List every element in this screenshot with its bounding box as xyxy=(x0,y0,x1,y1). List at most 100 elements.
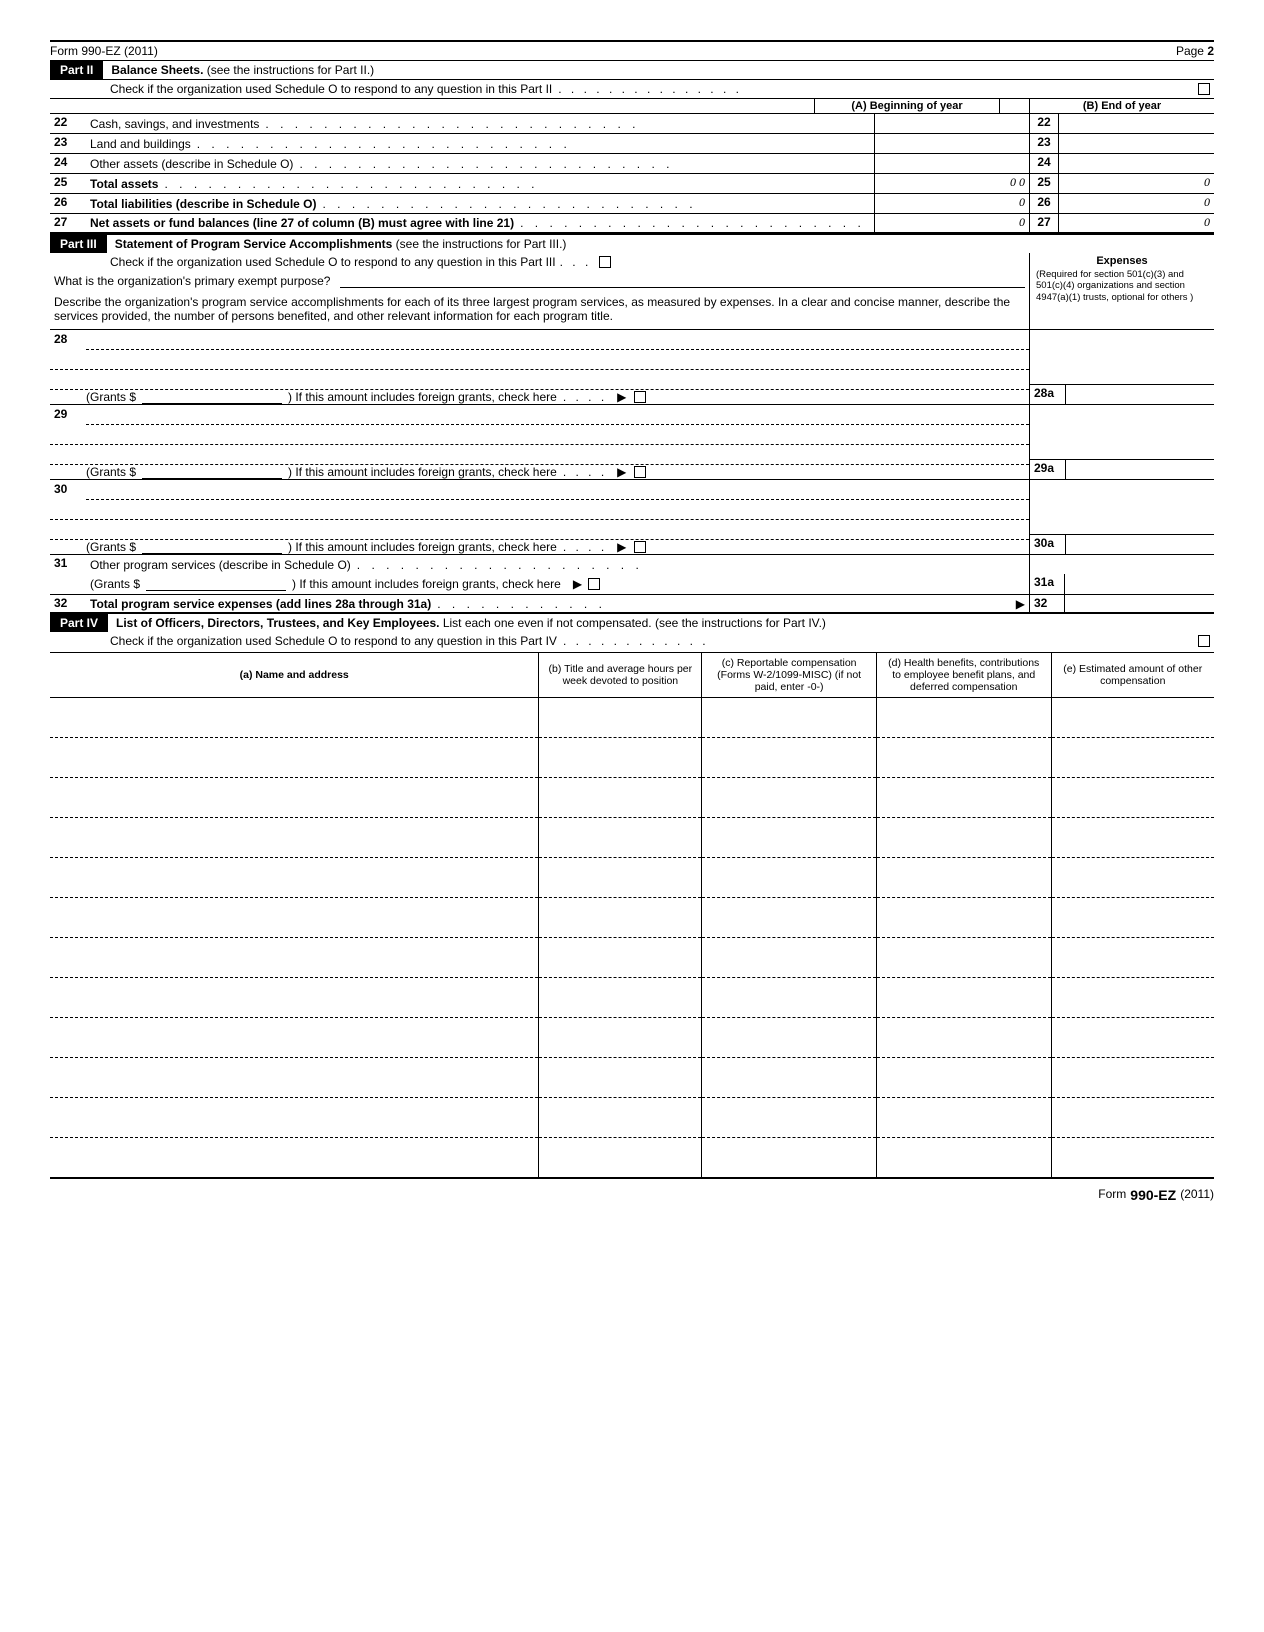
officer-title[interactable] xyxy=(539,1098,702,1138)
officer-other[interactable] xyxy=(1051,938,1214,978)
officer-comp[interactable] xyxy=(702,818,877,858)
officer-other[interactable] xyxy=(1051,1138,1214,1178)
officer-comp[interactable] xyxy=(702,1138,877,1178)
line-22-col-b[interactable] xyxy=(1059,114,1214,133)
officer-other[interactable] xyxy=(1051,818,1214,858)
line-28-desc2[interactable] xyxy=(50,350,1029,370)
officer-comp[interactable] xyxy=(702,898,877,938)
line-27-col-a[interactable]: 0 xyxy=(874,214,1029,232)
officer-name[interactable] xyxy=(50,698,539,738)
line31-foreign-checkbox[interactable] xyxy=(588,578,600,590)
col-a-header: (A) Beginning of year xyxy=(814,99,999,113)
officer-title[interactable] xyxy=(539,1138,702,1178)
officer-other[interactable] xyxy=(1051,858,1214,898)
officer-title[interactable] xyxy=(539,698,702,738)
officer-title[interactable] xyxy=(539,938,702,978)
officer-other[interactable] xyxy=(1051,1058,1214,1098)
line-29-desc2[interactable] xyxy=(50,425,1029,445)
officer-comp[interactable] xyxy=(702,1098,877,1138)
line-29-grants-input[interactable] xyxy=(142,465,282,479)
line-29-desc3[interactable] xyxy=(50,445,1029,465)
officer-title[interactable] xyxy=(539,858,702,898)
officer-comp[interactable] xyxy=(702,858,877,898)
line-29-desc1[interactable] xyxy=(86,405,1029,425)
line-28-grants-label: (Grants $ xyxy=(50,390,136,404)
line-24-col-b[interactable] xyxy=(1059,154,1214,173)
line-28-foreign-checkbox[interactable] xyxy=(634,391,646,403)
officer-other[interactable] xyxy=(1051,738,1214,778)
officer-title[interactable] xyxy=(539,978,702,1018)
line-25-col-b[interactable]: 0 xyxy=(1059,174,1214,193)
officer-benefits[interactable] xyxy=(876,1138,1051,1178)
officer-comp[interactable] xyxy=(702,738,877,778)
line-29a-val[interactable] xyxy=(1066,460,1214,479)
officer-name[interactable] xyxy=(50,898,539,938)
line31a-val[interactable] xyxy=(1065,574,1214,594)
officer-benefits[interactable] xyxy=(876,818,1051,858)
officer-name[interactable] xyxy=(50,1018,539,1058)
officer-title[interactable] xyxy=(539,818,702,858)
officer-benefits[interactable] xyxy=(876,778,1051,818)
officer-comp[interactable] xyxy=(702,1018,877,1058)
line-26-col-a[interactable]: 0 xyxy=(874,194,1029,213)
officer-benefits[interactable] xyxy=(876,1098,1051,1138)
line-30a-val[interactable] xyxy=(1066,535,1214,554)
line-23-col-b[interactable] xyxy=(1059,134,1214,153)
officer-other[interactable] xyxy=(1051,978,1214,1018)
officer-comp[interactable] xyxy=(702,778,877,818)
line-27-col-b[interactable]: 0 xyxy=(1059,214,1214,232)
officer-name[interactable] xyxy=(50,978,539,1018)
line-28-desc3[interactable] xyxy=(50,370,1029,390)
officer-title[interactable] xyxy=(539,1018,702,1058)
officer-other[interactable] xyxy=(1051,1098,1214,1138)
officer-name[interactable] xyxy=(50,778,539,818)
primary-purpose-input[interactable] xyxy=(340,274,1025,288)
officer-benefits[interactable] xyxy=(876,1018,1051,1058)
line-28-desc1[interactable] xyxy=(86,330,1029,350)
officer-comp[interactable] xyxy=(702,938,877,978)
officer-benefits[interactable] xyxy=(876,698,1051,738)
line-30-grants-input[interactable] xyxy=(142,540,282,554)
officer-comp[interactable] xyxy=(702,698,877,738)
officer-name[interactable] xyxy=(50,1138,539,1178)
officer-name[interactable] xyxy=(50,858,539,898)
officer-title[interactable] xyxy=(539,898,702,938)
officer-name[interactable] xyxy=(50,938,539,978)
line-30-desc2[interactable] xyxy=(50,500,1029,520)
officer-name[interactable] xyxy=(50,818,539,858)
line-30-foreign-checkbox[interactable] xyxy=(634,541,646,553)
line-24-col-a[interactable] xyxy=(874,154,1029,173)
officer-benefits[interactable] xyxy=(876,1058,1051,1098)
officer-comp[interactable] xyxy=(702,1058,877,1098)
officer-other[interactable] xyxy=(1051,698,1214,738)
officer-name[interactable] xyxy=(50,1058,539,1098)
part2-checkbox[interactable] xyxy=(1198,83,1210,95)
officer-title[interactable] xyxy=(539,1058,702,1098)
line-28a-val[interactable] xyxy=(1066,385,1214,404)
part3-checkbox[interactable] xyxy=(599,256,611,268)
officer-benefits[interactable] xyxy=(876,938,1051,978)
line-28-grants-input[interactable] xyxy=(142,390,282,404)
officer-title[interactable] xyxy=(539,738,702,778)
line-25-col-a[interactable]: 0 0 xyxy=(874,174,1029,193)
officer-other[interactable] xyxy=(1051,898,1214,938)
officer-benefits[interactable] xyxy=(876,978,1051,1018)
line-26-col-b[interactable]: 0 xyxy=(1059,194,1214,213)
officer-name[interactable] xyxy=(50,738,539,778)
officer-benefits[interactable] xyxy=(876,738,1051,778)
officer-name[interactable] xyxy=(50,1098,539,1138)
line32-val[interactable] xyxy=(1065,595,1214,612)
officer-comp[interactable] xyxy=(702,978,877,1018)
part4-checkbox[interactable] xyxy=(1198,635,1210,647)
line-22-col-a[interactable] xyxy=(874,114,1029,133)
officer-other[interactable] xyxy=(1051,1018,1214,1058)
line-29-foreign-checkbox[interactable] xyxy=(634,466,646,478)
line-23-col-a[interactable] xyxy=(874,134,1029,153)
officer-title[interactable] xyxy=(539,778,702,818)
officer-other[interactable] xyxy=(1051,778,1214,818)
line-30-desc1[interactable] xyxy=(86,480,1029,500)
officer-benefits[interactable] xyxy=(876,858,1051,898)
line31-grants-input[interactable] xyxy=(146,577,286,591)
officer-benefits[interactable] xyxy=(876,898,1051,938)
line-30-desc3[interactable] xyxy=(50,520,1029,540)
